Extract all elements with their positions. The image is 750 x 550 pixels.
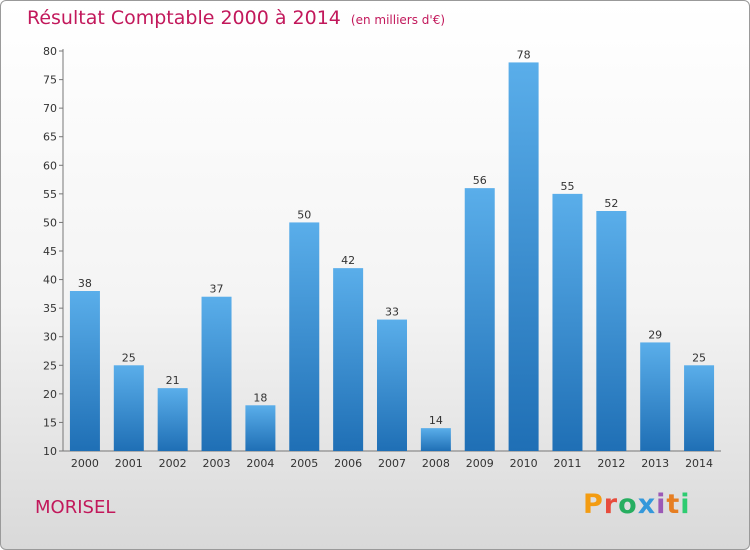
y-tick-label: 80 [43,45,57,58]
bar-2010[interactable] [508,62,539,452]
y-tick-label: 35 [43,302,57,315]
chart-value-labels: 38 25 21 37 18 50 42 33 14 56 78 55 52 29 25 [78,48,706,427]
commune-name: MORISEL [35,497,116,518]
value-label-2004: 18 [253,391,267,404]
y-tick-label: 70 [43,102,57,115]
bar-2005[interactable] [289,222,320,451]
value-label-2011: 55 [560,180,574,193]
y-tick-label: 15 [43,416,57,429]
y-tick-label: 10 [43,445,57,458]
x-tick-label-2004: 2004 [246,457,274,470]
bar-2001[interactable] [113,365,144,451]
y-tick-label: 60 [43,159,57,172]
value-label-2014: 25 [692,351,706,364]
value-label-2007: 33 [385,306,399,319]
value-label-2005: 50 [297,208,311,221]
bar-2013[interactable] [640,342,671,451]
logo-letter: r [603,489,619,520]
x-tick-label-2011: 2011 [553,457,581,470]
x-tick-label-2006: 2006 [334,457,362,470]
logo-letter: t [666,489,681,520]
bar-2007[interactable] [377,319,407,451]
value-label-2003: 37 [210,283,224,296]
logo-letter: P [583,489,604,520]
x-tick-label-2014: 2014 [685,457,713,470]
bar-2012[interactable] [596,211,627,451]
y-tick-label: 75 [43,74,57,87]
logo-letter: o [618,489,638,520]
bar-2004[interactable] [245,405,276,451]
x-tick-label-2000: 2000 [71,457,99,470]
bar-2000[interactable] [69,291,100,451]
y-tick-label: 55 [43,188,57,201]
logo-letter: i [680,489,691,520]
bar-2009[interactable] [464,188,495,451]
x-tick-label-2009: 2009 [466,457,494,470]
value-label-2010: 78 [517,48,531,61]
value-label-2000: 38 [78,277,92,290]
x-tick-label-2013: 2013 [641,457,669,470]
chart-title-block: Résultat Comptable 2000 à 2014 (en millie… [27,7,445,29]
proxiti-logo[interactable]: Proxiti [583,489,691,520]
x-tick-label-2003: 2003 [203,457,231,470]
x-tick-label-2010: 2010 [510,457,538,470]
chart-unit: (en milliers d'€) [350,13,446,27]
bar-2008[interactable] [420,428,451,451]
chart-y-ticks: 10 15 20 25 30 35 40 45 50 55 60 65 70 75 80 [43,45,63,458]
y-tick-label: 20 [43,388,57,401]
x-tick-label-2008: 2008 [422,457,450,470]
x-tick-label-2005: 2005 [290,457,318,470]
x-tick-label-2012: 2012 [597,457,625,470]
value-label-2002: 21 [166,374,180,387]
bar-2006[interactable] [333,268,364,451]
value-label-2001: 25 [122,351,136,364]
y-tick-label: 50 [43,216,57,229]
y-tick-label: 45 [43,245,57,258]
value-label-2008: 14 [429,414,443,427]
value-label-2009: 56 [473,174,487,187]
bar-2002[interactable] [157,388,188,451]
value-label-2012: 52 [604,197,618,210]
x-tick-label-2002: 2002 [159,457,187,470]
value-label-2013: 29 [648,328,662,341]
y-tick-label: 65 [43,131,57,144]
y-tick-label: 30 [43,331,57,344]
chart-bars [69,62,715,452]
x-tick-label-2007: 2007 [378,457,406,470]
x-tick-label-2001: 2001 [115,457,143,470]
bar-2014[interactable] [684,365,715,451]
logo-letter: x [637,489,657,520]
y-tick-label: 25 [43,359,57,372]
chart-x-ticks: 2000 2001 2002 2003 2004 2005 2006 2007 2008 2009… [71,457,713,470]
logo-letter: i [656,489,667,520]
chart-title: Résultat Comptable 2000 à 2014 [27,7,341,29]
bar-2003[interactable] [201,296,232,451]
value-label-2006: 42 [341,254,355,267]
y-tick-label: 40 [43,274,57,287]
bar-2011[interactable] [552,193,583,451]
